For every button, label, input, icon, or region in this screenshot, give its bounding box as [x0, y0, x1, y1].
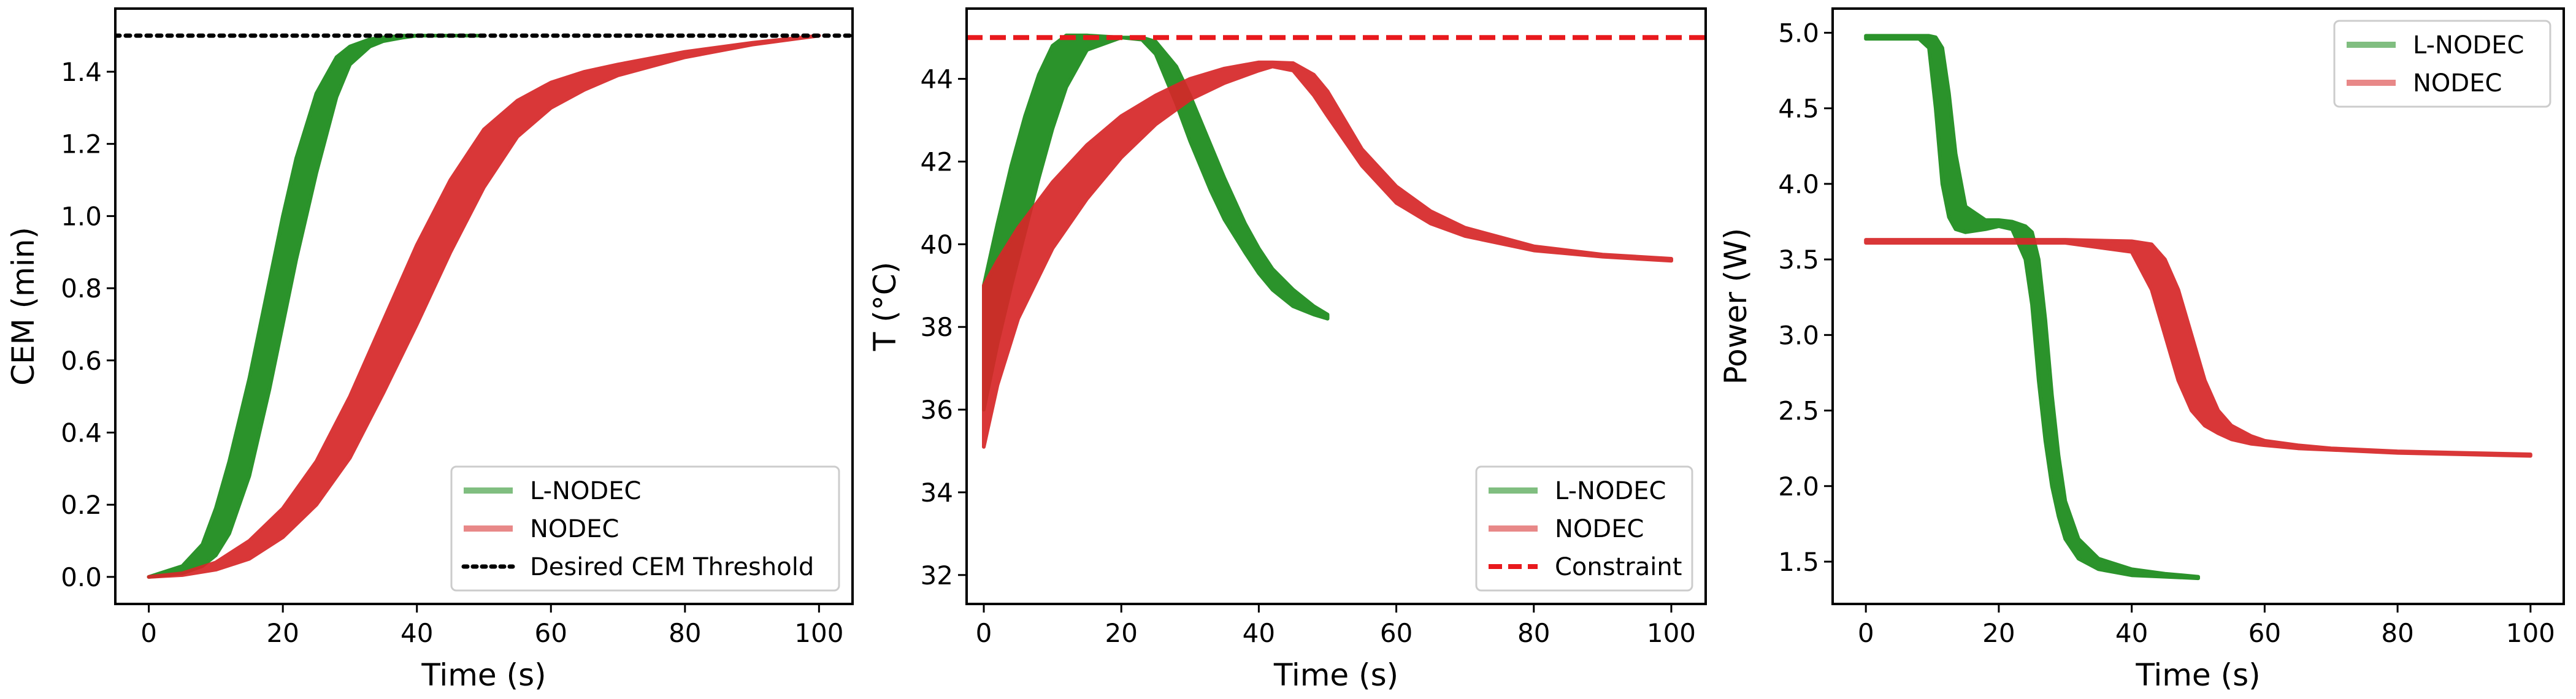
x-tick-label: 100	[1647, 618, 1696, 648]
x-axis-label: Time (s)	[421, 657, 546, 693]
y-axis-label: CEM (min)	[6, 227, 41, 386]
legend: L-NODEC NODEC Constraint	[1475, 465, 1693, 592]
y-tick-label: 3.0	[1778, 320, 1819, 350]
x-tick-label: 100	[2506, 618, 2555, 648]
y-tick-label: 0.6	[61, 346, 102, 376]
legend-entry: NODEC	[2413, 69, 2502, 97]
y-axis-label: Power (W)	[1718, 228, 1754, 385]
y-tick-label: 36	[921, 395, 953, 425]
x-axis-label: Time (s)	[1273, 657, 1398, 693]
y-tick-label: 44	[921, 64, 953, 94]
x-tick-label: 20	[266, 618, 299, 648]
x-tick-label: 20	[1105, 618, 1137, 648]
y-tick-label: 42	[921, 147, 953, 177]
y-tick-label: 0.2	[61, 490, 102, 520]
x-axis-label: Time (s)	[2135, 657, 2260, 693]
y-tick-label: 0.0	[61, 562, 102, 592]
y-tick-label: 4.0	[1778, 169, 1819, 199]
y-tick-label: 1.5	[1778, 547, 1819, 577]
x-tick-label: 20	[1982, 618, 2015, 648]
y-tick-label: 0.8	[61, 273, 102, 304]
x-tick-label: 40	[2115, 618, 2148, 648]
series-band-nodec	[1864, 238, 2532, 458]
x-tick-label: 60	[1380, 618, 1413, 648]
x-tick-label: 40	[401, 618, 433, 648]
x-tick-label: 80	[2381, 618, 2413, 648]
y-tick-label: 1.4	[61, 57, 102, 87]
y-tick-label: 1.0	[61, 201, 102, 231]
y-tick-label: 40	[921, 229, 953, 259]
legend-entry: L-NODEC	[2413, 31, 2524, 59]
legend-box	[1475, 465, 1693, 592]
legend-entry: NODEC	[1555, 515, 1644, 543]
legend-box	[450, 465, 840, 592]
y-tick-label: 2.5	[1778, 396, 1819, 426]
plot-area	[967, 33, 1706, 449]
legend-entry: L-NODEC	[1555, 477, 1666, 505]
axes-frame	[114, 7, 854, 605]
x-tick-label: 60	[2248, 618, 2281, 648]
x-tick-label: 100	[794, 618, 843, 648]
y-tick-label: 5.0	[1778, 18, 1819, 48]
y-tick-label: 2.0	[1778, 472, 1819, 502]
plot-area	[1864, 34, 2532, 581]
series-band-nodec	[982, 60, 1673, 449]
x-tick-label: 0	[1858, 618, 1874, 648]
x-tick-label: 80	[1517, 618, 1550, 648]
legend-entry: L-NODEC	[530, 477, 641, 505]
x-tick-label: 0	[976, 618, 992, 648]
plot-area	[115, 33, 853, 579]
y-tick-label: 1.2	[61, 129, 102, 159]
y-tick-label: 38	[921, 312, 953, 342]
chart-power: 0 20 40 60 80 100 1.5 2.0 2.5 3.0 3.5 4.0 4.5 5.0 Time…	[1718, 7, 2565, 693]
y-tick-label: 0.4	[61, 418, 102, 448]
x-tick-label: 60	[535, 618, 567, 648]
y-axis-label: T (°C)	[867, 262, 903, 351]
legend-entry: Constraint	[1555, 553, 1682, 581]
series-band-l-nodec	[1864, 34, 2200, 581]
x-tick-label: 80	[669, 618, 701, 648]
chart-cem: 0 20 40 60 80 100 0.0 0.2 0.4 0.6 0.8 1.0 1.2 1.4 Time…	[6, 7, 854, 693]
legend-entry: Desired CEM Threshold	[530, 553, 814, 581]
y-tick-label: 3.5	[1778, 245, 1819, 275]
axes-frame	[1831, 7, 2565, 605]
axes-frame	[965, 7, 1707, 605]
legend-entry: NODEC	[530, 515, 619, 543]
chart-temperature: 0 20 40 60 80 100 32 34 36 38 40 42 44 Time (s) T (°C)…	[867, 7, 1707, 693]
x-tick-label: 0	[140, 618, 157, 648]
y-tick-label: 32	[921, 560, 953, 590]
legend: L-NODEC NODEC Desired CEM Threshold	[450, 465, 840, 592]
x-tick-label: 40	[1243, 618, 1275, 648]
y-tick-label: 4.5	[1778, 94, 1819, 124]
y-tick-label: 34	[921, 478, 953, 508]
legend: L-NODEC NODEC	[2333, 20, 2551, 108]
